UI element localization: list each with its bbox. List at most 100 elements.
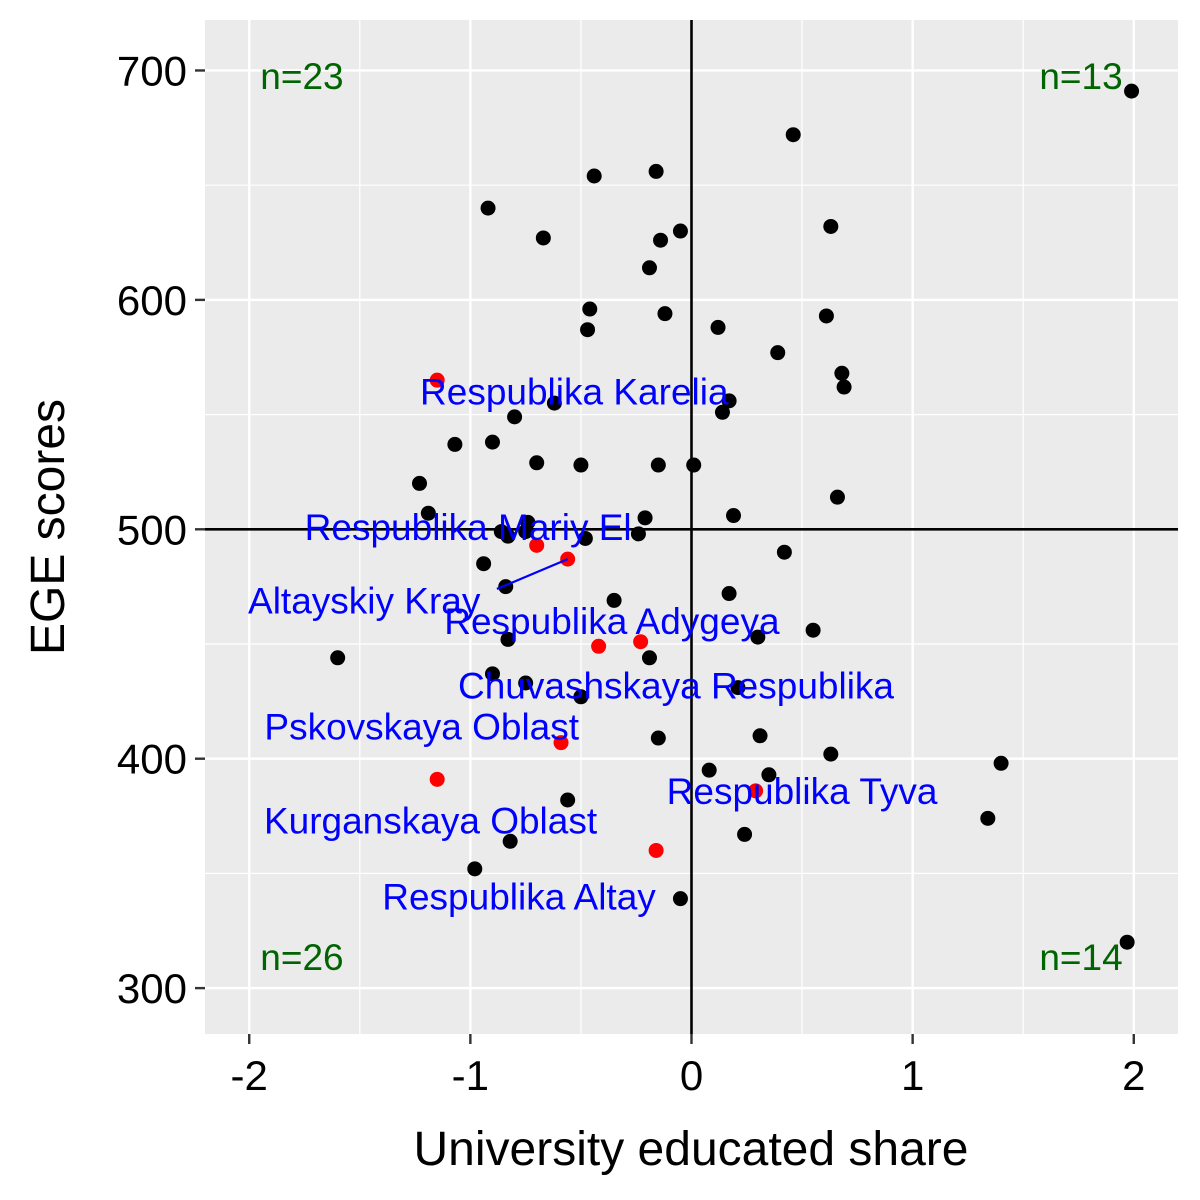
reference-lines xyxy=(205,20,1178,1034)
data-point xyxy=(730,680,746,696)
data-point xyxy=(993,755,1009,771)
y-tick-label: 300 xyxy=(117,965,187,1012)
highlighted-point xyxy=(529,537,545,553)
data-point xyxy=(701,762,717,778)
data-point xyxy=(714,404,730,420)
data-point xyxy=(737,826,753,842)
label-leader-line xyxy=(496,558,569,590)
data-point xyxy=(1119,934,1135,950)
x-tick-label: -2 xyxy=(231,1052,268,1099)
data-point xyxy=(650,730,666,746)
region-label: Respublika Tyva xyxy=(667,771,938,812)
data-point xyxy=(507,409,523,425)
y-tick-label: 500 xyxy=(117,506,187,553)
data-point xyxy=(752,728,768,744)
data-point xyxy=(467,861,483,877)
data-point xyxy=(573,689,589,705)
data-point xyxy=(641,260,657,276)
data-point xyxy=(518,675,534,691)
highlighted-point xyxy=(553,735,569,751)
data-point xyxy=(573,457,589,473)
x-axis-title: University educated share xyxy=(414,1123,969,1176)
data-point xyxy=(836,379,852,395)
data-point xyxy=(770,345,786,361)
data-point xyxy=(529,455,545,471)
data-point xyxy=(672,223,688,239)
highlighted-point xyxy=(633,634,649,650)
data-point xyxy=(648,163,664,179)
data-point xyxy=(686,457,702,473)
axes: -2 -1 0 1 2 300 400 500 600 700 xyxy=(117,47,1146,1099)
data-point xyxy=(980,810,996,826)
highlighted-point xyxy=(429,771,445,787)
data-point xyxy=(447,436,463,452)
highlighted-point xyxy=(429,372,445,388)
data-point xyxy=(560,792,576,808)
data-point xyxy=(1124,83,1140,99)
y-tick-label: 700 xyxy=(117,47,187,94)
data-point xyxy=(785,127,801,143)
data-point xyxy=(805,622,821,638)
data-point xyxy=(412,475,428,491)
region-label: Pskovskaya Oblast xyxy=(264,707,579,748)
data-point xyxy=(650,457,666,473)
data-point xyxy=(580,322,596,338)
highlighted-point xyxy=(591,638,607,654)
data-point xyxy=(823,746,839,762)
x-tick-label: 1 xyxy=(901,1052,924,1099)
region-label: Respublika Adygeya xyxy=(444,601,780,642)
data-point xyxy=(330,650,346,666)
data-point xyxy=(721,393,737,409)
data-point xyxy=(641,650,657,666)
quadrant-count-label: n=23 xyxy=(260,56,343,97)
data-point xyxy=(657,306,673,322)
quadrant-counts: n=23 n=13 n=26 n=14 xyxy=(260,56,1122,978)
region-labels: Respublika Karelia Respublika Mariy El Alt… xyxy=(248,372,938,918)
data-point xyxy=(500,631,516,647)
data-point xyxy=(710,319,726,335)
y-tick-label: 400 xyxy=(117,736,187,783)
data-point xyxy=(750,629,766,645)
quadrant-count-label: n=14 xyxy=(1039,937,1122,978)
data-point xyxy=(480,200,496,216)
data-point xyxy=(630,526,646,542)
data-points xyxy=(330,83,1140,950)
data-point xyxy=(606,592,622,608)
data-point xyxy=(500,528,516,544)
data-point xyxy=(484,666,500,682)
data-point xyxy=(653,232,669,248)
data-point xyxy=(721,586,737,602)
y-tick-label: 600 xyxy=(117,277,187,324)
data-point xyxy=(484,434,500,450)
data-point xyxy=(420,505,436,521)
data-point xyxy=(776,544,792,560)
x-tick-label: 2 xyxy=(1122,1052,1145,1099)
region-label: Kurganskaya Oblast xyxy=(264,801,598,842)
data-point xyxy=(818,308,834,324)
data-point xyxy=(535,230,551,246)
data-point xyxy=(502,833,518,849)
x-tick-label: 0 xyxy=(680,1052,703,1099)
quadrant-count-label: n=26 xyxy=(260,937,343,978)
data-point xyxy=(823,218,839,234)
data-point xyxy=(476,556,492,572)
highlighted-point xyxy=(748,783,764,799)
region-label: Respublika Karelia xyxy=(420,372,729,413)
y-axis-title: EGE scores xyxy=(22,399,75,655)
data-point xyxy=(577,530,593,546)
data-point xyxy=(761,767,777,783)
highlighted-point xyxy=(648,842,664,858)
region-label: Chuvashskaya Respublika xyxy=(458,665,894,706)
data-point xyxy=(520,514,536,530)
data-point xyxy=(546,395,562,411)
data-point xyxy=(672,891,688,907)
region-label: Respublika Altay xyxy=(382,876,656,917)
data-point xyxy=(637,510,653,526)
region-label: Altayskiy Kray xyxy=(248,580,481,621)
data-point xyxy=(829,489,845,505)
data-point xyxy=(834,365,850,381)
quadrant-count-label: n=13 xyxy=(1039,56,1122,97)
data-point xyxy=(582,301,598,317)
data-point xyxy=(586,168,602,184)
